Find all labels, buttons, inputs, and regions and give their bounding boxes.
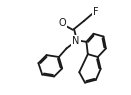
Text: F: F	[93, 7, 99, 17]
Text: O: O	[59, 18, 66, 28]
Text: N: N	[72, 36, 80, 46]
